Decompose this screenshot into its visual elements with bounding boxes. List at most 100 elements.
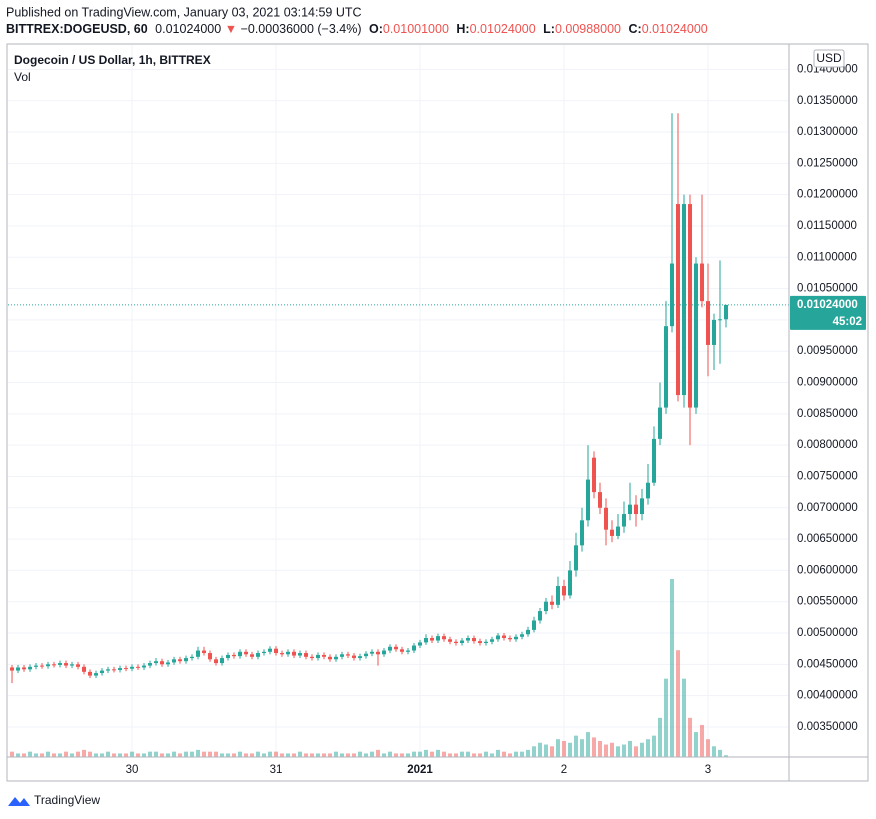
candle-body bbox=[718, 319, 723, 321]
candle-body bbox=[184, 658, 189, 662]
volume-bar bbox=[580, 739, 585, 757]
volume-bar bbox=[40, 753, 45, 757]
candle-body bbox=[724, 304, 729, 320]
change: −0.00036000 (−3.4%) bbox=[241, 22, 362, 36]
volume-bar bbox=[178, 753, 183, 757]
volume-bar bbox=[718, 749, 723, 757]
candle-body bbox=[664, 326, 669, 408]
candle-body bbox=[502, 635, 507, 639]
volume-bar bbox=[502, 751, 507, 757]
chart-frame bbox=[6, 43, 869, 782]
logo: TradingView bbox=[8, 793, 100, 807]
volume-bar bbox=[610, 742, 615, 757]
candle-body bbox=[244, 651, 249, 655]
currency: USD bbox=[816, 51, 842, 65]
candle-body bbox=[172, 659, 177, 663]
volume-bar bbox=[286, 753, 291, 757]
candle-body bbox=[190, 656, 195, 659]
volume-bar bbox=[52, 753, 57, 757]
candle-body bbox=[208, 653, 213, 660]
volume-bar bbox=[640, 742, 645, 757]
volume-bar bbox=[592, 737, 597, 757]
volume-bar bbox=[28, 751, 33, 757]
volume-bar bbox=[94, 753, 99, 757]
candle-body bbox=[520, 634, 525, 637]
candle-body bbox=[628, 504, 633, 515]
y-tick-label: 0.00600000 bbox=[797, 564, 858, 576]
volume-bar bbox=[628, 740, 633, 757]
volume-bar bbox=[574, 735, 579, 757]
currency-badge[interactable] bbox=[813, 49, 845, 68]
volume-bar bbox=[586, 732, 591, 757]
candle-body bbox=[34, 665, 39, 667]
candle-body bbox=[424, 638, 429, 643]
volume-bar bbox=[268, 751, 273, 757]
candle-body bbox=[550, 601, 555, 605]
volume-bar bbox=[664, 678, 669, 757]
candle-body bbox=[382, 650, 387, 655]
y-tick-label: 0.00900000 bbox=[797, 377, 858, 389]
volume-bar bbox=[232, 753, 237, 757]
candle-body bbox=[106, 669, 111, 671]
volume-bar bbox=[460, 751, 465, 757]
volume-bar bbox=[556, 739, 561, 757]
candle-body bbox=[676, 204, 681, 396]
volume-bar bbox=[154, 751, 159, 757]
candle-body bbox=[292, 651, 297, 656]
volume-bar bbox=[274, 751, 279, 757]
volume-layer bbox=[10, 579, 729, 757]
close-value: 0.01024000 bbox=[642, 22, 708, 36]
volume-bar bbox=[508, 753, 513, 757]
change-arrow: ▼ bbox=[225, 22, 237, 36]
candle-body bbox=[448, 639, 453, 642]
y-tick-label: 0.01150000 bbox=[797, 220, 857, 232]
volume-bar bbox=[10, 751, 15, 757]
y-tick-label: 0.00550000 bbox=[797, 596, 858, 608]
candle-body bbox=[604, 507, 609, 530]
legend-volume: Vol bbox=[14, 70, 31, 84]
candle-body bbox=[160, 661, 165, 665]
volume-bar bbox=[364, 753, 369, 757]
volume-bar bbox=[34, 753, 39, 757]
candle-body bbox=[466, 638, 471, 641]
candle-body bbox=[82, 666, 87, 672]
volume-bar bbox=[550, 746, 555, 757]
high-label: H: bbox=[456, 22, 469, 36]
candle-body bbox=[46, 664, 51, 667]
volume-bar bbox=[430, 751, 435, 757]
volume-bar bbox=[688, 717, 693, 757]
volume-bar bbox=[682, 678, 687, 757]
candle-body bbox=[130, 666, 135, 669]
last-price-box bbox=[790, 295, 866, 330]
volume-bar bbox=[340, 753, 345, 757]
volume-bar bbox=[46, 751, 51, 757]
candle-body bbox=[394, 646, 399, 650]
candle-body bbox=[634, 504, 639, 515]
volume-bar bbox=[532, 746, 537, 757]
volume-bar bbox=[100, 753, 105, 757]
candle-body bbox=[316, 654, 321, 659]
legend-title: Dogecoin / US Dollar, 1h, BITTREX bbox=[14, 53, 211, 67]
last-price-label: 0.01024000 bbox=[797, 299, 858, 311]
volume-bar bbox=[76, 751, 81, 757]
volume-bar bbox=[598, 740, 603, 757]
y-tick-label: 0.01350000 bbox=[797, 95, 858, 107]
candle-body bbox=[376, 651, 381, 655]
volume-bar bbox=[436, 749, 441, 757]
y-tick-label: 0.00950000 bbox=[797, 345, 858, 357]
volume-bar bbox=[646, 739, 651, 757]
candle-body bbox=[352, 655, 357, 659]
candle-body bbox=[274, 648, 279, 654]
candle-body bbox=[400, 649, 405, 652]
volume-bar bbox=[472, 753, 477, 757]
candle-body bbox=[532, 620, 537, 630]
candle-body bbox=[484, 641, 489, 644]
candle-body bbox=[304, 653, 309, 657]
volume-bar bbox=[124, 753, 129, 757]
volume-bar bbox=[526, 749, 531, 757]
volume-bar bbox=[616, 746, 621, 757]
volume-bar bbox=[622, 744, 627, 757]
candle-body bbox=[670, 263, 675, 327]
candle-body bbox=[622, 514, 627, 527]
